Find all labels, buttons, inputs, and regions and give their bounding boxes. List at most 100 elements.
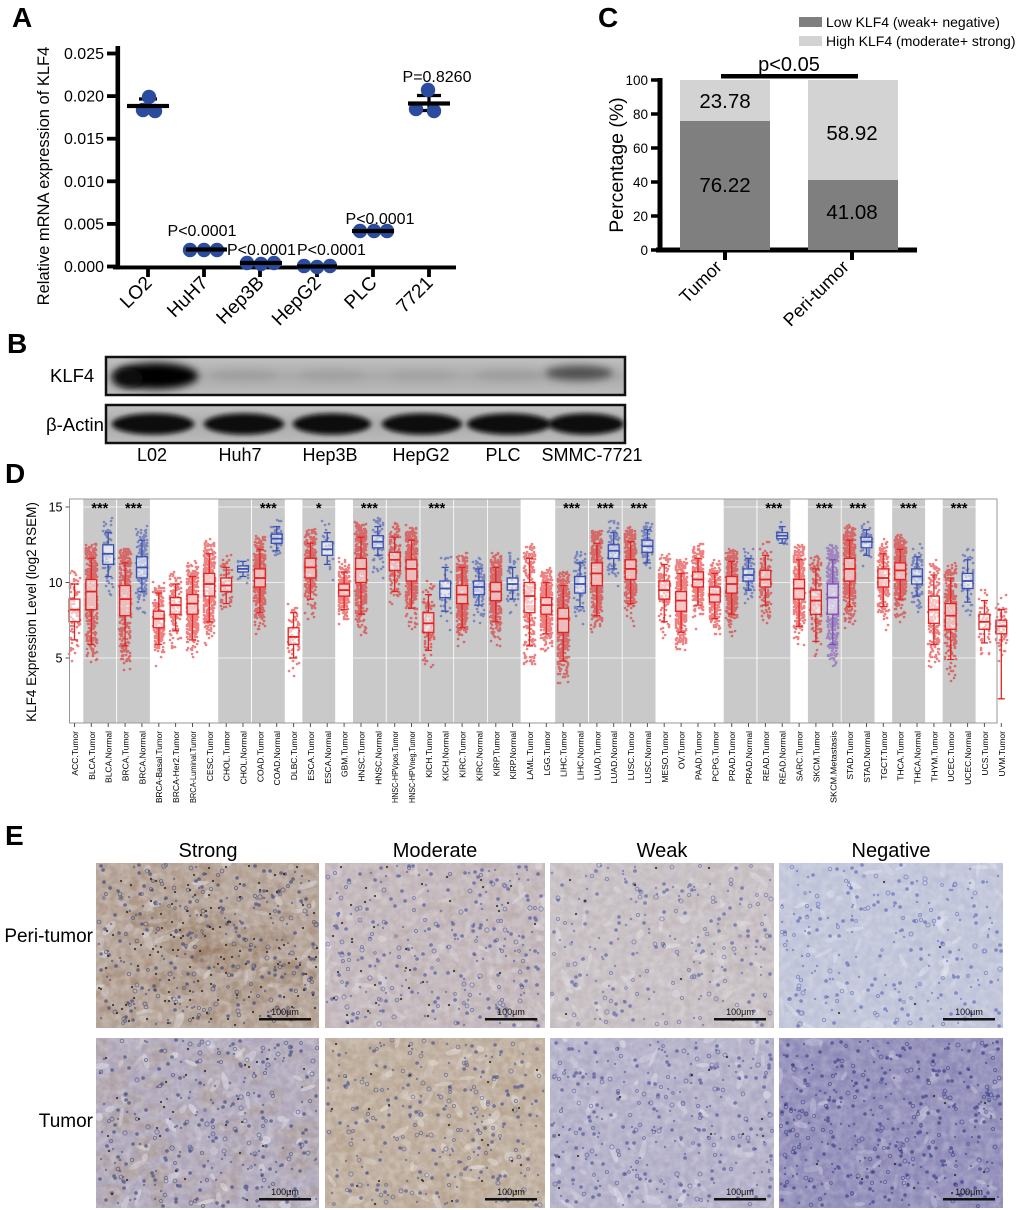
- svg-text:7721: 7721: [393, 273, 438, 318]
- svg-text:LUAD.Tumor: LUAD.Tumor: [592, 731, 602, 780]
- svg-text:***: ***: [951, 501, 968, 517]
- svg-text:UVM.Tumor: UVM.Tumor: [997, 731, 1007, 777]
- svg-text:Huh7: Huh7: [218, 445, 261, 465]
- svg-text:COAD.Tumor: COAD.Tumor: [255, 731, 265, 782]
- svg-text:KIRP.Tumor: KIRP.Tumor: [491, 731, 501, 777]
- svg-text:BLCA.Normal: BLCA.Normal: [104, 731, 114, 783]
- svg-text:PCPG.Tumor: PCPG.Tumor: [710, 731, 720, 782]
- svg-text:58.92: 58.92: [826, 122, 877, 145]
- svg-text:60: 60: [633, 141, 648, 156]
- svg-text:0.020: 0.020: [64, 89, 104, 106]
- svg-text:Peri-tumor: Peri-tumor: [779, 257, 853, 330]
- svg-text:L02: L02: [137, 445, 167, 465]
- svg-text:***: ***: [597, 501, 614, 517]
- svg-text:***: ***: [428, 501, 445, 517]
- svg-text:PRAD.Normal: PRAD.Normal: [744, 731, 754, 784]
- svg-text:Low KLF4 (weak+ negative): Low KLF4 (weak+ negative): [826, 14, 1000, 30]
- svg-text:BRCA-Basal.Tumor: BRCA-Basal.Tumor: [154, 731, 164, 803]
- svg-text:KIRC.Tumor: KIRC.Tumor: [458, 731, 468, 778]
- svg-text:Hep3B: Hep3B: [213, 273, 269, 329]
- svg-text:BLCA.Tumor: BLCA.Tumor: [87, 731, 97, 780]
- svg-text:LO2: LO2: [116, 273, 156, 313]
- svg-text:CHOL.Normal: CHOL.Normal: [239, 731, 249, 784]
- svg-text:100μm: 100μm: [271, 1007, 299, 1017]
- svg-text:15: 15: [49, 501, 63, 515]
- svg-text:KICH.Tumor: KICH.Tumor: [424, 731, 434, 778]
- svg-text:P<0.0001: P<0.0001: [227, 242, 296, 259]
- svg-text:100μm: 100μm: [726, 1007, 754, 1017]
- svg-text:P<0.0001: P<0.0001: [168, 223, 237, 240]
- svg-text:***: ***: [361, 501, 378, 517]
- svg-text:STAD.Normal: STAD.Normal: [862, 731, 872, 783]
- svg-text:SKCM.Tumor: SKCM.Tumor: [811, 731, 821, 782]
- svg-text:41.08: 41.08: [826, 201, 877, 224]
- svg-text:OV.Tumor: OV.Tumor: [677, 731, 687, 769]
- svg-text:P<0.0001: P<0.0001: [346, 211, 415, 228]
- svg-text:100: 100: [625, 73, 648, 88]
- svg-text:20: 20: [633, 209, 648, 224]
- svg-text:100μm: 100μm: [955, 1187, 983, 1197]
- svg-text:100μm: 100μm: [955, 1007, 983, 1017]
- svg-text:P<0.0001: P<0.0001: [297, 242, 366, 259]
- svg-text:0.005: 0.005: [64, 216, 104, 233]
- svg-text:UCEC.Normal: UCEC.Normal: [963, 731, 973, 785]
- svg-text:DLBC.Tumor: DLBC.Tumor: [289, 731, 299, 780]
- svg-text:THYM.Tumor: THYM.Tumor: [929, 731, 939, 782]
- svg-text:CHOL.Tumor: CHOL.Tumor: [222, 731, 232, 781]
- svg-text:*: *: [316, 501, 322, 517]
- svg-text:***: ***: [91, 501, 108, 517]
- svg-text:SARC.Tumor: SARC.Tumor: [795, 731, 805, 781]
- svg-text:KIRC.Normal: KIRC.Normal: [474, 731, 484, 781]
- svg-text:76.22: 76.22: [699, 174, 750, 197]
- svg-text:BRCA.Tumor: BRCA.Tumor: [121, 731, 131, 781]
- svg-text:KIRP.Normal: KIRP.Normal: [508, 731, 518, 780]
- svg-text:High KLF4 (moderate+ strong): High KLF4 (moderate+ strong): [826, 33, 1015, 49]
- svg-text:PAAD.Tumor: PAAD.Tumor: [694, 731, 704, 780]
- svg-text:LUAD.Normal: LUAD.Normal: [609, 731, 619, 784]
- svg-text:READ.Normal: READ.Normal: [778, 731, 788, 784]
- svg-text:HNSC.Tumor: HNSC.Tumor: [357, 731, 367, 782]
- svg-text:HNSC-HPVneg.Tumor: HNSC-HPVneg.Tumor: [407, 731, 417, 803]
- svg-text:Negative: Negative: [852, 840, 931, 862]
- svg-text:***: ***: [631, 501, 648, 517]
- svg-text:LIHC.Normal: LIHC.Normal: [576, 731, 586, 780]
- svg-text:BRCA.Normal: BRCA.Normal: [137, 731, 147, 784]
- svg-text:100μm: 100μm: [726, 1187, 754, 1197]
- svg-text:BRCA-Her2.Tumor: BRCA-Her2.Tumor: [171, 731, 181, 803]
- svg-text:SMMC-7721: SMMC-7721: [541, 445, 642, 465]
- svg-text:***: ***: [563, 501, 580, 517]
- svg-text:COAD.Normal: COAD.Normal: [272, 731, 282, 785]
- svg-text:Tumor: Tumor: [39, 1111, 94, 1132]
- svg-text:PLC: PLC: [341, 273, 382, 314]
- svg-text:Percentage (%): Percentage (%): [606, 97, 628, 232]
- svg-text:KLF4 Expression Level (log2 RS: KLF4 Expression Level (log2 RSEM): [24, 502, 39, 722]
- svg-text:5: 5: [56, 652, 63, 666]
- svg-text:***: ***: [260, 501, 277, 517]
- svg-text:80: 80: [633, 107, 648, 122]
- svg-text:***: ***: [816, 501, 833, 517]
- svg-text:Weak: Weak: [637, 840, 689, 862]
- svg-text:GBM.Tumor: GBM.Tumor: [340, 731, 350, 777]
- svg-text:Hep3B: Hep3B: [302, 445, 357, 465]
- svg-text:p<0.05: p<0.05: [758, 54, 820, 76]
- svg-text:THCA.Normal: THCA.Normal: [913, 731, 923, 784]
- svg-text:THCA.Tumor: THCA.Tumor: [896, 731, 906, 781]
- svg-text:HepG2: HepG2: [268, 273, 325, 330]
- svg-text:0.000: 0.000: [64, 259, 104, 276]
- svg-text:READ.Tumor: READ.Tumor: [761, 731, 771, 781]
- svg-text:ESCA.Normal: ESCA.Normal: [323, 731, 333, 784]
- svg-text:CESC.Tumor: CESC.Tumor: [205, 731, 215, 781]
- svg-text:Moderate: Moderate: [393, 840, 478, 862]
- svg-text:BRCA-Luminal.Tumor: BRCA-Luminal.Tumor: [188, 731, 198, 803]
- svg-text:HNSC.Normal: HNSC.Normal: [373, 731, 383, 785]
- svg-text:PLC: PLC: [485, 445, 520, 465]
- svg-text:100μm: 100μm: [497, 1007, 525, 1017]
- svg-text:ESCA.Tumor: ESCA.Tumor: [306, 731, 316, 781]
- svg-text:Peri-tumor: Peri-tumor: [4, 926, 93, 947]
- svg-text:***: ***: [900, 501, 917, 517]
- svg-text:***: ***: [765, 501, 782, 517]
- svg-text:MESO.Tumor: MESO.Tumor: [660, 731, 670, 783]
- svg-text:LUSC.Tumor: LUSC.Tumor: [626, 731, 636, 780]
- svg-text:UCEC.Tumor: UCEC.Tumor: [946, 731, 956, 782]
- svg-text:23.78: 23.78: [699, 90, 750, 113]
